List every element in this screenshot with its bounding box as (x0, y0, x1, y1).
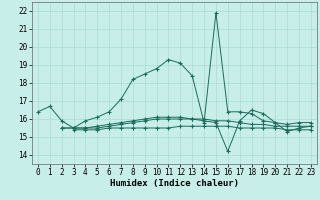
X-axis label: Humidex (Indice chaleur): Humidex (Indice chaleur) (110, 179, 239, 188)
